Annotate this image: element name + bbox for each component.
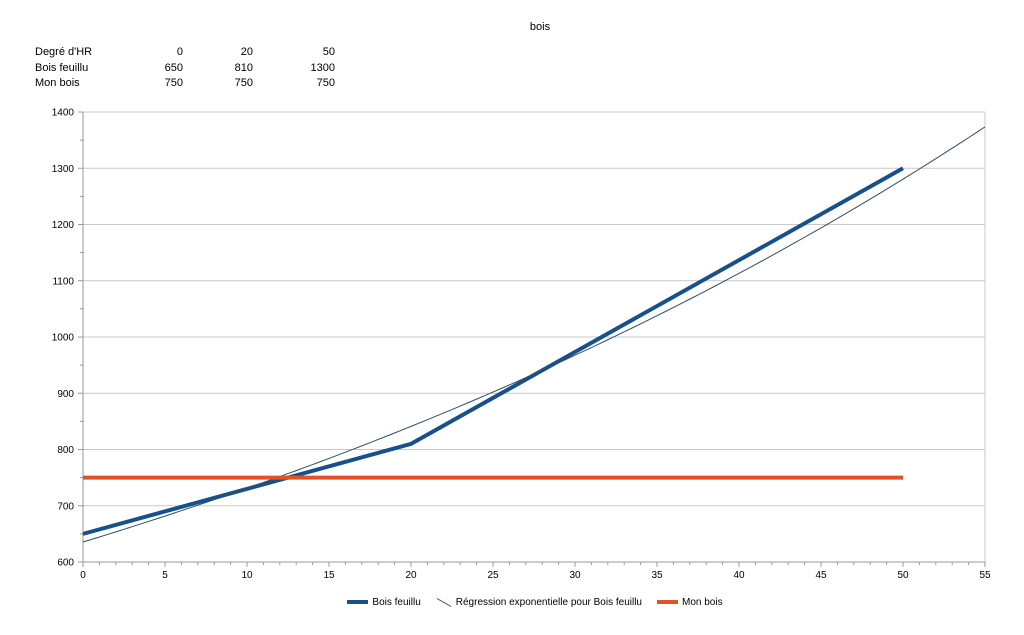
table-cell: 650 xyxy=(164,61,183,74)
chart-title: bois xyxy=(529,21,551,33)
y-axis-tick-label: 900 xyxy=(57,389,74,400)
table-cell: Degré d'HR xyxy=(35,46,93,58)
regression-line-icon xyxy=(436,597,452,607)
table-cell: Mon bois xyxy=(35,77,80,89)
series-regression-curve xyxy=(82,126,986,543)
series-line xyxy=(82,166,904,536)
x-axis-tick-label: 5 xyxy=(162,570,168,581)
legend[interactable]: Bois feuillu Régression exponentielle pou… xyxy=(46,594,1024,610)
series-color-swatch xyxy=(657,600,678,604)
table-cell: 1300 xyxy=(310,61,335,74)
y-axis-tick-label: 700 xyxy=(57,501,74,512)
x-axis-tick-label: 20 xyxy=(405,570,417,581)
x-axis-tick-label: 10 xyxy=(241,570,253,581)
table-cell: 750 xyxy=(316,77,335,89)
table-cell: 750 xyxy=(234,77,253,89)
table-row: Bois feuillu 650 810 1300 xyxy=(35,61,335,77)
x-axis-tick-label: 25 xyxy=(487,570,499,581)
y-axis-tick-label: 1300 xyxy=(52,164,75,175)
legend-item[interactable]: Mon bois xyxy=(657,597,723,608)
legend-item[interactable]: Bois feuillu xyxy=(347,596,421,608)
x-axis-tick-label: 15 xyxy=(323,570,335,581)
y-axis-tick-label: 1100 xyxy=(52,276,74,287)
x-axis-tick-label: 55 xyxy=(979,570,991,581)
legend-item[interactable]: Régression exponentielle pour Bois feuil… xyxy=(436,597,642,608)
y-axis-tick-label: 600 xyxy=(57,558,74,569)
x-axis-tick-label: 45 xyxy=(815,570,827,581)
legend-label: Mon bois xyxy=(682,596,723,608)
table-cell: Bois feuillu xyxy=(35,61,89,74)
table-cell: 50 xyxy=(322,46,335,58)
data-table: Degré d'HR 0 20 50 Bois feuillu 650 810 … xyxy=(35,45,335,92)
legend-label: Bois feuillu xyxy=(372,596,421,608)
x-axis-tick-label: 50 xyxy=(897,570,909,581)
x-axis-tick-label: 30 xyxy=(569,570,581,581)
table-cell: 750 xyxy=(164,77,183,89)
x-axis-tick-label: 40 xyxy=(733,570,745,581)
x-axis-tick-label: 35 xyxy=(651,570,663,581)
table-cell: 20 xyxy=(240,46,253,58)
legend-label: Régression exponentielle pour Bois feuil… xyxy=(455,596,642,608)
table-row: Degré d'HR 0 20 50 xyxy=(35,45,335,61)
y-axis-tick-label: 1400 xyxy=(52,108,75,119)
series-color-swatch xyxy=(347,600,369,604)
table-row: Mon bois 750 750 750 xyxy=(35,76,335,92)
y-axis-tick-label: 1000 xyxy=(52,333,75,344)
table-cell: 810 xyxy=(234,61,253,74)
y-axis-tick-label: 800 xyxy=(57,445,74,456)
table-cell: 0 xyxy=(176,46,183,58)
x-axis-tick-label: 0 xyxy=(80,570,86,581)
y-axis-tick-label: 1200 xyxy=(52,220,75,231)
